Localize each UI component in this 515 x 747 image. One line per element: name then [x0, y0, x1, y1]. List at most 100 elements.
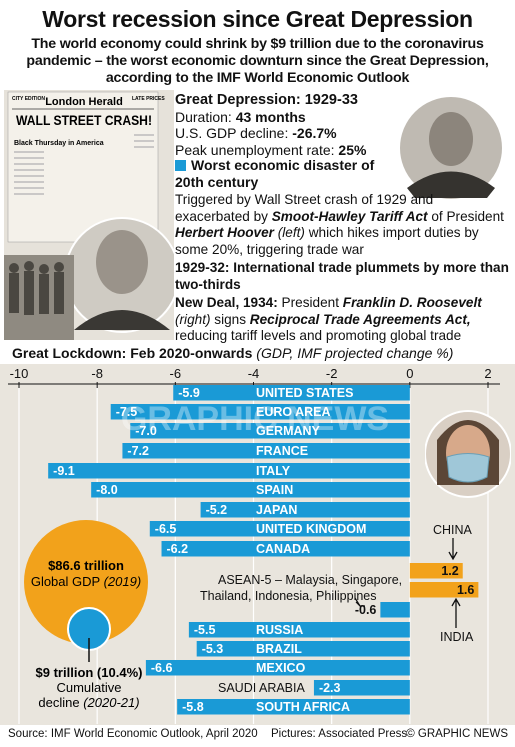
page-title: Worst recession since Great Depression	[42, 6, 473, 32]
value-label: -5.9	[178, 386, 200, 400]
value-label: -5.8	[182, 700, 204, 714]
bar-saudi-arabia	[313, 680, 410, 696]
category-label: EURO AREA	[256, 405, 331, 419]
new-deal-label: New Deal, 1934:	[175, 295, 278, 310]
newspaper-masthead: London Herald	[45, 96, 123, 108]
unemployment-row: Peak unemployment rate: 25%	[175, 142, 390, 159]
depression-details: Worst economic disaster of 20th century …	[175, 157, 511, 345]
category-label: MEXICO	[256, 661, 306, 675]
unemployment-value: 25%	[338, 141, 367, 158]
chart-title: Great Lockdown: Feb 2020-onwards (GDP, I…	[12, 345, 453, 361]
depression-heading: Great Depression: 1929-33	[175, 92, 358, 108]
gdp-decline-label: U.S. GDP decline:	[175, 125, 289, 141]
value-label: -6.5	[155, 522, 177, 536]
value-label: -2.3	[319, 681, 341, 695]
footer: Source: IMF World Economic Outlook, Apri…	[8, 728, 508, 740]
value-label: -5.5	[194, 623, 216, 637]
signs-word: signs	[214, 311, 247, 327]
bar-japan	[200, 502, 410, 518]
china-arrow-icon	[448, 538, 458, 561]
value-label: -6.2	[167, 542, 189, 556]
value-label: -7.0	[135, 424, 157, 438]
bar-russia	[188, 622, 410, 638]
category-label: FRANCE	[256, 444, 308, 458]
x-tick-label: -6	[170, 366, 182, 381]
x-tick-label: -4	[248, 366, 260, 381]
asean-arrow-icon	[354, 597, 365, 607]
value-label: -0.6	[355, 603, 377, 617]
category-label: GERMANY	[256, 424, 321, 438]
category-label: UNITED STATES	[256, 386, 353, 400]
hoover-name: Herbert Hoover	[175, 225, 274, 240]
right-note: (right)	[175, 311, 211, 327]
newspaper-left-tag: CITY EDITION	[12, 96, 45, 102]
category-label: JAPAN	[256, 503, 297, 517]
bar-italy	[48, 463, 410, 479]
graphic-news-credit: © GRAPHIC NEWS	[406, 728, 508, 740]
trade-heading: 1929-32: International trade plummets by…	[175, 260, 509, 292]
category-label: SPAIN	[256, 483, 293, 497]
bar-asean-5	[380, 602, 410, 618]
left-note: (left)	[277, 225, 305, 240]
bar-brazil	[196, 641, 410, 657]
global-gdp-value: $86.6 trillion	[48, 558, 124, 573]
value-label: -8.0	[96, 483, 118, 497]
x-tick-label: -2	[326, 366, 338, 381]
trigger-post: which hikes import duties by some 20%, t…	[175, 225, 479, 257]
lockdown-note: (GDP, IMF projected change %)	[256, 345, 454, 361]
breadline-crowd	[4, 255, 74, 340]
decline-label-2: decline (2020-21)	[38, 695, 139, 710]
watermark: GRAPHIC NEWS	[121, 400, 389, 438]
category-label: ITALY	[256, 464, 291, 478]
india-arrow-icon	[451, 597, 461, 628]
bar-euro-area	[110, 404, 410, 420]
bar-germany	[130, 423, 410, 439]
gdp-circle-graphic: $86.6 trillion Global GDP (2019) $9 tril…	[24, 520, 148, 710]
bar-canada	[161, 541, 410, 557]
lockdown-title: Great Lockdown: Feb 2020-onwards	[12, 345, 253, 361]
bar-mexico	[145, 660, 410, 676]
value-label: -5.3	[202, 642, 224, 656]
newspaper-headline: WALL STREET CRASH!	[16, 112, 152, 128]
newspaper-subhead: Black Thursday in America	[14, 140, 104, 147]
great-depression-panel: Great Depression: 1929-33 Duration: 43 m…	[175, 90, 390, 340]
bar-united-states	[173, 385, 410, 401]
source-text: Source: IMF World Economic Outlook, Apri…	[8, 728, 258, 740]
category-label-china: CHINA	[433, 523, 473, 537]
trigger-pre: Triggered by Wall Street crash of 1929 a…	[175, 192, 434, 224]
value-label: 1.2	[441, 564, 458, 578]
value-label: -6.6	[151, 661, 173, 675]
roosevelt-portrait	[398, 95, 504, 201]
gdp-decline-row: U.S. GDP decline: -26.7%	[175, 125, 390, 142]
bar-india	[409, 582, 479, 598]
newspaper-right-tag: LATE PRICES	[132, 96, 165, 102]
duration-row: Duration: 43 months	[175, 109, 390, 126]
value-label: -7.5	[116, 405, 138, 419]
category-label-india: INDIA	[440, 630, 474, 644]
category-label: UNITED KINGDOM	[256, 522, 366, 536]
x-tick-label: -10	[10, 366, 29, 381]
bar-spain	[91, 482, 410, 498]
category-label-saudi-arabia: SAUDI ARABIA	[218, 681, 305, 695]
subtitle: The world economy could shrink by $9 tri…	[26, 36, 489, 86]
value-label: 1.6	[457, 583, 474, 597]
smoot-hawley-act: Smoot-Hawley Tariff Act	[271, 208, 428, 224]
duration-label: Duration:	[175, 108, 232, 125]
decline-label-1: Cumulative	[56, 680, 121, 695]
x-tick-label: 2	[484, 366, 491, 381]
masked-woman-photo	[425, 410, 511, 498]
trigger-text: Triggered by Wall Street crash of 1929 a…	[175, 192, 511, 258]
roosevelt-name: Franklin D. Roosevelt	[342, 295, 482, 310]
value-label: -5.2	[206, 503, 228, 517]
category-label: SOUTH AFRICA	[256, 700, 350, 714]
bar-south-africa	[177, 699, 410, 715]
bar-france	[122, 443, 410, 459]
global-gdp-caption: Global GDP (2019)	[31, 574, 141, 589]
decline-value: $9 trillion (10.4%)	[36, 665, 143, 680]
bar-united-kingdom	[149, 521, 410, 537]
pictures-credit: Pictures: Associated Press	[271, 728, 408, 740]
reciprocal-trade-act: Reciprocal Trade Agreements Act,	[249, 311, 471, 327]
x-tick-label: 0	[406, 366, 413, 381]
value-label: -9.1	[53, 464, 75, 478]
new-deal-text: New Deal, 1934: President Franklin D. Ro…	[175, 295, 511, 345]
